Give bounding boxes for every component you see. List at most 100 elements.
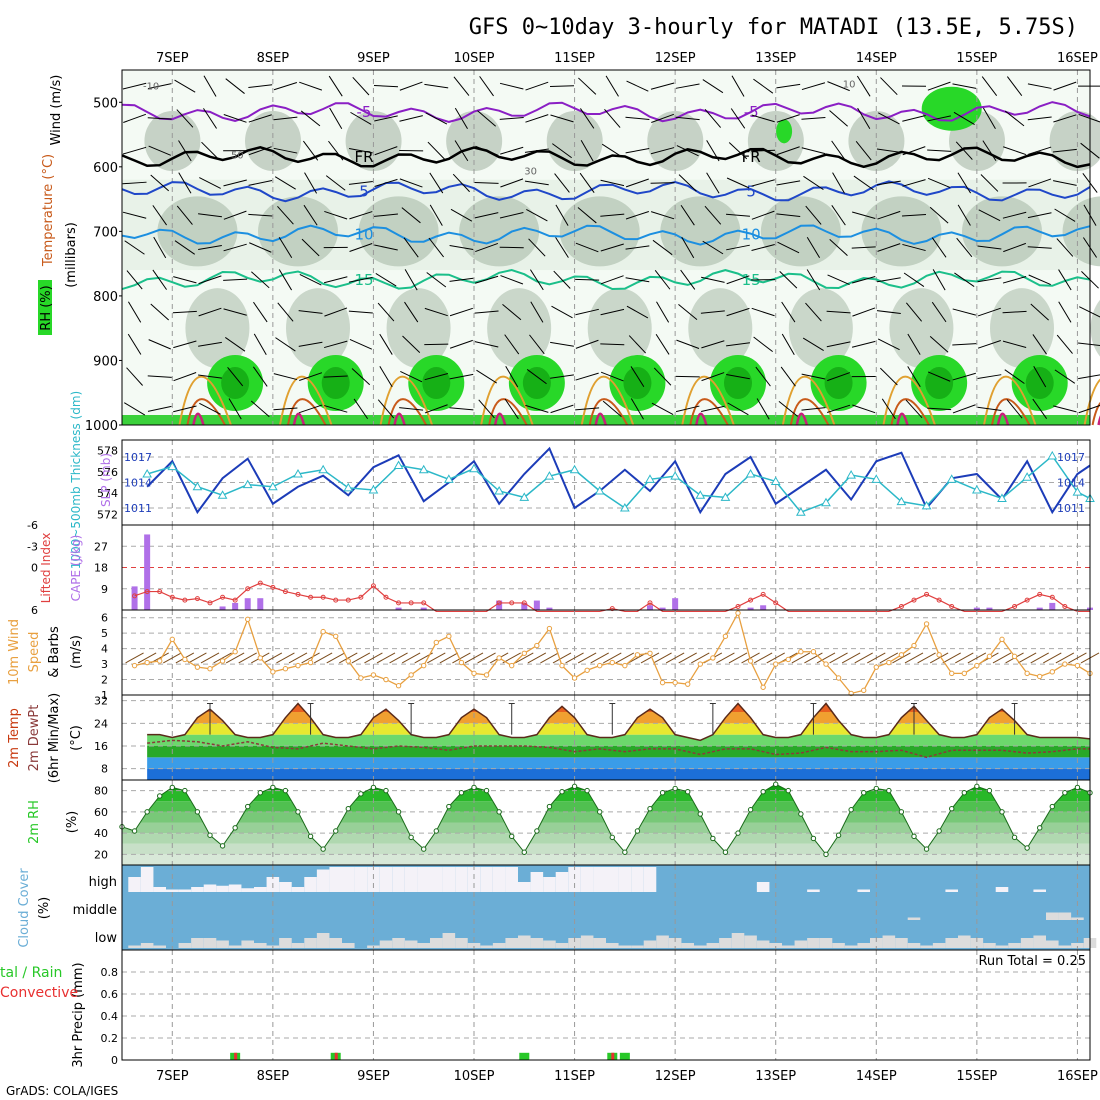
rh-point bbox=[760, 788, 766, 795]
rh-cell bbox=[962, 196, 1042, 267]
rh-point bbox=[647, 805, 653, 812]
cloud-bar-low bbox=[832, 943, 845, 948]
wind-barb bbox=[275, 337, 296, 352]
wind-barb bbox=[203, 75, 217, 97]
isotherm-label: -5 bbox=[744, 103, 759, 121]
wind-barb bbox=[173, 340, 197, 349]
wind-barb-10m bbox=[276, 652, 295, 664]
wind-barb-10m bbox=[665, 652, 685, 664]
cloud-bar-low bbox=[794, 940, 808, 948]
wind-barb bbox=[525, 114, 549, 123]
wind-barb bbox=[829, 110, 848, 127]
wind-barb bbox=[678, 304, 698, 321]
cloud-bar-low bbox=[580, 935, 594, 948]
cloud-ylabel-2: (%) bbox=[37, 897, 52, 920]
wind-barb bbox=[1053, 405, 1077, 413]
wind-barb bbox=[298, 310, 323, 314]
wind-barb bbox=[578, 77, 597, 95]
thickness-point bbox=[645, 474, 655, 483]
cloud-bar-low bbox=[342, 943, 355, 948]
wind-barb bbox=[374, 178, 398, 187]
chart-title: GFS 0~10day 3-hourly for MATADI (13.5E, … bbox=[469, 15, 1078, 40]
cloud-bar-middle bbox=[1046, 912, 1059, 920]
wind-barb bbox=[626, 305, 649, 319]
lifted-point bbox=[936, 597, 942, 603]
wind-barb bbox=[550, 374, 574, 379]
cloud-bar-low bbox=[970, 938, 984, 948]
wind-speed-point bbox=[282, 666, 289, 672]
wind-barb bbox=[251, 271, 270, 289]
cloud-bar-high bbox=[329, 867, 342, 892]
wind-barb-10m bbox=[691, 652, 710, 664]
rh-point bbox=[521, 849, 527, 855]
rh-point bbox=[1062, 790, 1068, 796]
cloud-bar-low bbox=[1071, 943, 1084, 948]
wind-barb bbox=[1003, 242, 1027, 253]
wind-barb bbox=[253, 333, 267, 355]
wind-barb bbox=[678, 174, 697, 192]
thickness-ytick: 572 bbox=[97, 508, 118, 521]
wind-barb bbox=[625, 178, 649, 188]
rh-legend-box bbox=[38, 280, 52, 335]
wind-barb-10m bbox=[917, 652, 936, 664]
cloud-bar-high bbox=[543, 877, 556, 892]
thickness-point bbox=[368, 484, 379, 494]
rh-cell bbox=[990, 288, 1054, 369]
wind-barb bbox=[1002, 211, 1027, 219]
lifted-point bbox=[760, 591, 766, 597]
thickness-point bbox=[946, 474, 957, 483]
rh-point bbox=[798, 811, 804, 817]
cloud-bar-high bbox=[606, 867, 619, 892]
cloud-bar-high bbox=[279, 882, 292, 892]
temp-band bbox=[147, 768, 1090, 780]
rh-point bbox=[333, 828, 339, 834]
temp-band bbox=[147, 712, 1090, 724]
wind-speed-point bbox=[408, 672, 414, 678]
temp-band bbox=[147, 723, 1090, 735]
wind-barb bbox=[905, 399, 923, 419]
wind-barb bbox=[123, 113, 147, 123]
cloud-bar-high bbox=[568, 867, 581, 892]
wind-barb bbox=[525, 404, 549, 413]
wind-barb bbox=[728, 142, 748, 160]
wind-barb bbox=[727, 402, 749, 416]
cape-bar bbox=[420, 607, 427, 610]
rh-cell bbox=[157, 196, 238, 267]
lifted-ytick: -6 bbox=[27, 519, 38, 532]
cloud-bar-high bbox=[492, 867, 506, 892]
wind-barb bbox=[1030, 303, 1049, 321]
cloud-bar-low bbox=[216, 940, 229, 948]
cloud-bar-high bbox=[455, 867, 468, 892]
rh-green-core bbox=[724, 367, 752, 400]
cloud-bar-low bbox=[291, 943, 305, 948]
thickness-point bbox=[192, 481, 203, 491]
wind-barb bbox=[1027, 246, 1052, 249]
wind-barb bbox=[751, 114, 775, 123]
cloud-bar-high bbox=[404, 867, 418, 892]
rh-cell bbox=[861, 196, 942, 267]
wind-barb bbox=[152, 269, 167, 290]
wind-barb bbox=[726, 244, 750, 251]
wind-barb-10m bbox=[653, 652, 672, 664]
wind-speed-point bbox=[1074, 662, 1081, 669]
precip-ytick: 0.6 bbox=[101, 988, 119, 1001]
wind-barb-10m bbox=[590, 652, 609, 664]
wind-barb bbox=[253, 301, 268, 323]
lifted-point bbox=[911, 597, 917, 603]
rh-point bbox=[395, 809, 402, 815]
wind-barb bbox=[601, 143, 623, 158]
date-label-top: 10SEP bbox=[454, 51, 495, 66]
cloud-bar-low bbox=[329, 938, 342, 948]
wind-barb bbox=[273, 373, 298, 381]
lifted-point bbox=[333, 597, 339, 603]
wind-barb bbox=[902, 115, 926, 122]
cloud-bar-low bbox=[480, 945, 493, 948]
rh-green-core bbox=[925, 367, 954, 400]
wind-barb bbox=[1058, 269, 1072, 291]
cloud-bar-high bbox=[430, 867, 443, 892]
date-label-top: 16SEP bbox=[1057, 51, 1098, 66]
wind-speed-point bbox=[446, 633, 452, 639]
wind-barb bbox=[851, 340, 876, 348]
wind-speed-point bbox=[395, 683, 402, 689]
cloud-bar-low bbox=[530, 938, 544, 948]
